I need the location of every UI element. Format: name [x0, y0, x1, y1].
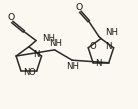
Text: NH: NH — [105, 28, 118, 37]
Text: NH: NH — [49, 39, 62, 48]
Text: O: O — [8, 13, 15, 22]
Text: O: O — [76, 3, 83, 12]
Text: NH: NH — [67, 62, 80, 71]
Text: N: N — [105, 42, 112, 51]
Text: O: O — [28, 67, 35, 77]
Text: N: N — [33, 50, 40, 60]
Text: NH: NH — [42, 34, 55, 43]
Text: O: O — [90, 42, 97, 51]
Text: N: N — [95, 59, 101, 68]
Text: N: N — [23, 67, 29, 77]
